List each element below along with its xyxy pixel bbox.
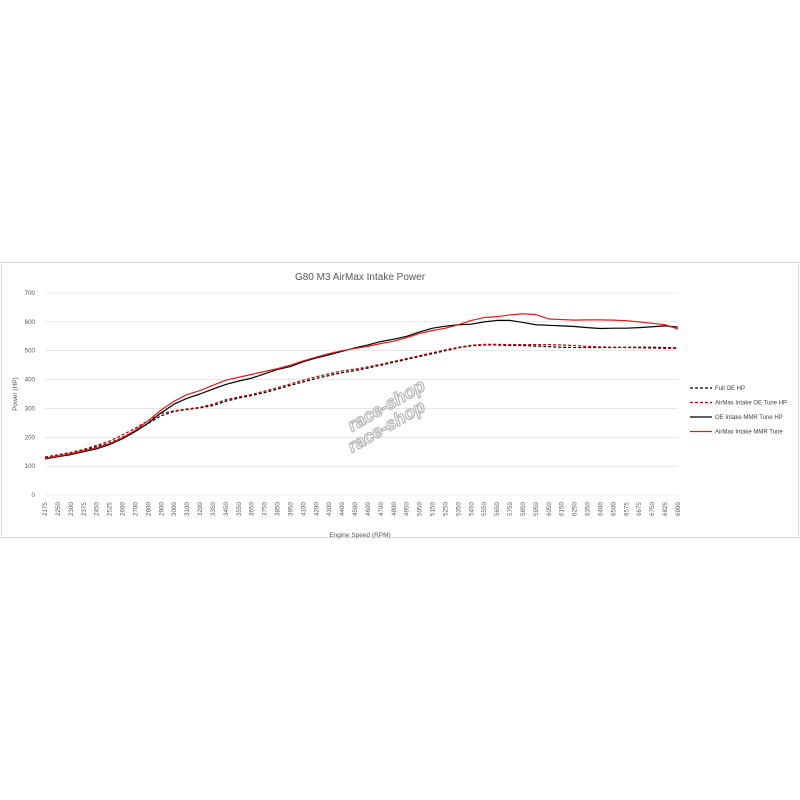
x-tick-label: 4700 (378, 502, 385, 516)
x-tick-label: 5950 (533, 502, 540, 516)
x-tick-label: 3000 (171, 502, 178, 516)
x-tick-label: 4200 (313, 502, 320, 516)
x-tick-label: 6150 (559, 502, 566, 516)
x-tick-label: 4400 (339, 502, 346, 516)
series-line-1 (44, 344, 679, 459)
x-tick-label: 2175 (42, 502, 49, 516)
series-line-4 (44, 313, 679, 459)
x-tick-label: 2900 (158, 502, 165, 516)
x-tick-label: 5850 (520, 502, 527, 516)
x-tick-label: 3100 (184, 502, 191, 516)
y-tick-label: 200 (25, 434, 36, 441)
x-tick-label: 3650 (249, 502, 256, 516)
y-tick-label: 0 (32, 492, 36, 499)
x-tick-label: 5250 (442, 502, 449, 516)
y-axis-ticks: 0 100 200 300 400 500 600 700 (25, 290, 36, 499)
x-tick-label: 5350 (455, 502, 462, 516)
x-tick-label: 2375 (81, 502, 88, 516)
x-tick-label: 5650 (494, 502, 501, 516)
x-tick-label: 5450 (468, 502, 475, 516)
x-tick-label: 6250 (572, 502, 579, 516)
legend-label: OE Intake MMR Tune HP (715, 415, 783, 421)
x-tick-label: 4500 (352, 502, 359, 516)
x-tick-label: 4600 (365, 502, 372, 516)
x-tick-label: 5750 (507, 502, 514, 516)
x-tick-label: 2450 (94, 502, 101, 516)
series-lines (44, 313, 679, 460)
legend-label: Full OE HP (715, 386, 745, 392)
x-tick-label: 3950 (287, 502, 294, 516)
race-shop-watermark: race-shop race-shop (343, 375, 429, 458)
y-tick-label: 600 (25, 319, 36, 326)
x-tick-label: 6825 (662, 502, 669, 516)
legend-label: AirMax Intake OE Tune HP (715, 401, 787, 407)
y-tick-label: 100 (25, 463, 36, 470)
x-tick-label: 2800 (145, 502, 152, 516)
x-tick-label: 6050 (546, 502, 553, 516)
x-tick-label: 3550 (236, 502, 243, 516)
x-tick-label: 4800 (391, 502, 398, 516)
chart-title: G80 M3 AirMax Intake Power (295, 272, 426, 283)
legend: Full OE HP AirMax Intake OE Tune HP OE Int… (690, 386, 787, 436)
gridlines (45, 292, 678, 496)
x-tick-label: 5550 (481, 502, 488, 516)
y-tick-label: 300 (25, 405, 36, 412)
x-tick-label: 2700 (132, 502, 139, 516)
x-tick-label: 6400 (597, 502, 604, 516)
x-tick-label: 3350 (210, 502, 217, 516)
x-tick-label: 5050 (417, 502, 424, 516)
x-axis-label: Engine Speed (RPM) (329, 532, 390, 539)
y-tick-label: 500 (25, 348, 36, 355)
x-tick-label: 4950 (404, 502, 411, 516)
x-tick-label: 6500 (610, 502, 617, 516)
x-tick-label: 6675 (636, 502, 643, 516)
chart-frame (1, 262, 799, 538)
x-tick-label: 3450 (223, 502, 230, 516)
x-tick-label: 2600 (120, 502, 127, 516)
x-axis-ticks: 2175 2250 2300 2375 2450 2525 2600 2700 2800 2900… (42, 502, 682, 516)
x-tick-label: 6575 (623, 502, 630, 516)
x-tick-label: 2525 (107, 502, 114, 516)
x-tick-label: 6750 (649, 502, 656, 516)
y-tick-label: 400 (25, 377, 36, 384)
x-tick-label: 4100 (300, 502, 307, 516)
legend-label: AirMax Intake MMR Tune (715, 430, 783, 436)
x-tick-label: 3850 (275, 502, 282, 516)
x-tick-label: 6900 (675, 502, 682, 516)
y-tick-label: 700 (25, 290, 36, 297)
x-tick-label: 2250 (55, 502, 62, 516)
series-line-3 (44, 319, 679, 460)
x-tick-label: 2300 (68, 502, 75, 516)
x-tick-label: 3200 (197, 502, 204, 516)
x-tick-label: 5150 (430, 502, 437, 516)
x-tick-label: 4300 (326, 502, 333, 516)
x-tick-label: 6350 (585, 502, 592, 516)
y-axis-label: Power (HP) (12, 377, 19, 411)
x-tick-label: 3750 (262, 502, 269, 516)
